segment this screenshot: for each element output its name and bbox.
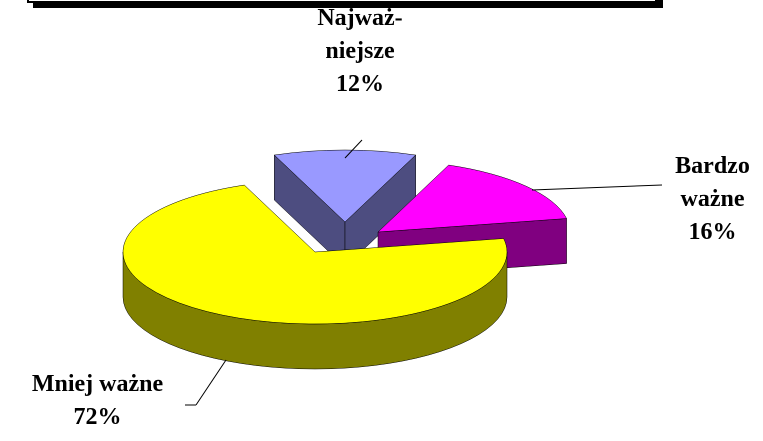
value-label: 72%	[73, 404, 122, 430]
title-box	[27, 0, 657, 3]
title-box-shadow	[33, 0, 663, 8]
pie-slice	[273, 149, 417, 223]
pie-slice	[122, 184, 508, 325]
data-label: Bardzo ważne 16%	[655, 150, 763, 249]
leader-line	[531, 184, 663, 191]
pie	[122, 149, 567, 370]
category-label: Mniej ważne	[31, 371, 164, 397]
pie-slice	[377, 164, 567, 233]
leader-line	[344, 139, 363, 159]
value-label: 12%	[336, 71, 384, 97]
leader-line	[195, 359, 227, 406]
category-label: Bardzo ważne	[675, 153, 750, 212]
data-label: Mniej ważne 72%	[0, 368, 195, 434]
value-label: 16%	[688, 219, 737, 245]
category-label: Najważ-niejsze	[317, 5, 403, 64]
data-label: Najważ-niejsze 12%	[300, 2, 420, 101]
